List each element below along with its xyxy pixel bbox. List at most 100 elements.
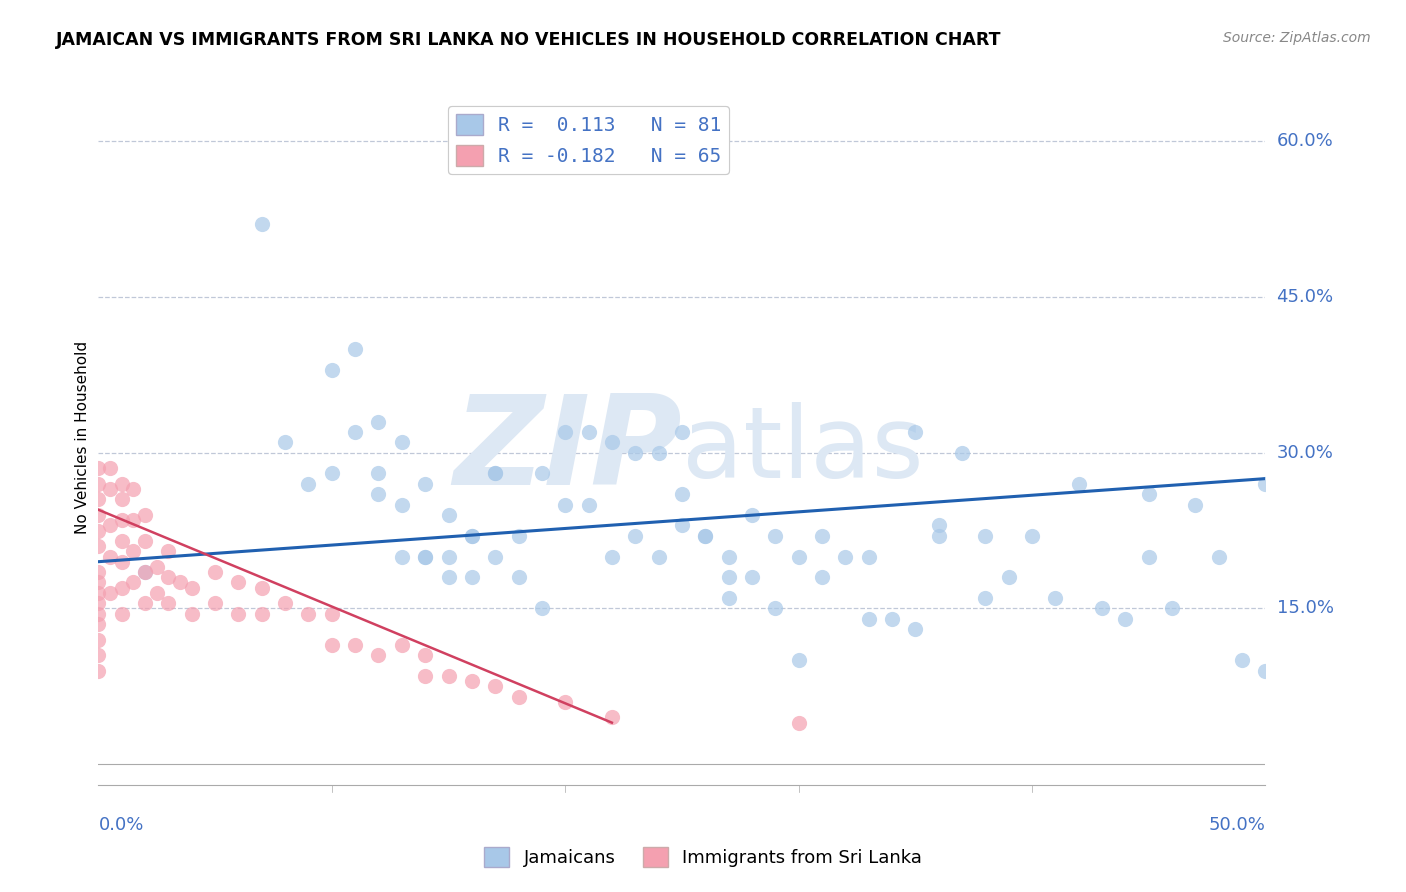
Point	[87, 565, 110, 579]
Point	[204, 596, 226, 610]
Point	[250, 607, 273, 621]
Point	[157, 596, 180, 610]
Point	[508, 570, 530, 584]
Point	[297, 607, 319, 621]
Point	[858, 549, 880, 564]
Point	[87, 586, 110, 600]
Point	[157, 570, 180, 584]
Legend: R =  0.113   N = 81, R = -0.182   N = 65: R = 0.113 N = 81, R = -0.182 N = 65	[447, 106, 730, 174]
Point	[250, 581, 273, 595]
Point	[461, 674, 484, 689]
Point	[695, 529, 717, 543]
Point	[484, 679, 506, 693]
Point	[741, 570, 763, 584]
Legend: Jamaicans, Immigrants from Sri Lanka: Jamaicans, Immigrants from Sri Lanka	[477, 839, 929, 874]
Point	[904, 622, 927, 636]
Point	[274, 596, 297, 610]
Point	[1114, 612, 1136, 626]
Point	[508, 529, 530, 543]
Point	[146, 560, 169, 574]
Point	[554, 498, 576, 512]
Point	[600, 549, 623, 564]
Point	[530, 467, 553, 481]
Point	[87, 461, 110, 475]
Text: 45.0%: 45.0%	[1277, 288, 1334, 306]
Point	[578, 498, 600, 512]
Point	[413, 549, 436, 564]
Point	[904, 425, 927, 439]
Point	[344, 425, 367, 439]
Point	[134, 596, 156, 610]
Point	[344, 342, 367, 356]
Point	[111, 533, 134, 548]
Point	[647, 445, 669, 459]
Point	[928, 529, 950, 543]
Point	[880, 612, 903, 626]
Point	[87, 596, 110, 610]
Point	[811, 570, 834, 584]
Point	[787, 653, 810, 667]
Text: 60.0%: 60.0%	[1277, 132, 1333, 150]
Point	[122, 513, 145, 527]
Point	[1184, 498, 1206, 512]
Point	[111, 555, 134, 569]
Point	[413, 669, 436, 683]
Point	[671, 425, 693, 439]
Point	[950, 445, 973, 459]
Point	[111, 492, 134, 507]
Point	[180, 581, 202, 595]
Text: atlas: atlas	[682, 402, 924, 500]
Point	[344, 638, 367, 652]
Point	[321, 638, 343, 652]
Point	[484, 467, 506, 481]
Point	[741, 508, 763, 522]
Point	[578, 425, 600, 439]
Point	[787, 715, 810, 730]
Point	[87, 539, 110, 553]
Point	[87, 617, 110, 632]
Point	[787, 549, 810, 564]
Point	[134, 533, 156, 548]
Point	[554, 425, 576, 439]
Point	[974, 529, 997, 543]
Text: JAMAICAN VS IMMIGRANTS FROM SRI LANKA NO VEHICLES IN HOUSEHOLD CORRELATION CHART: JAMAICAN VS IMMIGRANTS FROM SRI LANKA NO…	[56, 31, 1001, 49]
Point	[461, 570, 484, 584]
Point	[717, 570, 740, 584]
Point	[122, 575, 145, 590]
Point	[134, 565, 156, 579]
Point	[484, 467, 506, 481]
Point	[228, 575, 250, 590]
Point	[87, 524, 110, 538]
Point	[624, 529, 647, 543]
Point	[204, 565, 226, 579]
Point	[763, 529, 786, 543]
Point	[391, 638, 413, 652]
Point	[134, 565, 156, 579]
Point	[157, 544, 180, 558]
Point	[87, 607, 110, 621]
Point	[858, 612, 880, 626]
Point	[111, 513, 134, 527]
Point	[122, 482, 145, 496]
Point	[367, 487, 389, 501]
Point	[228, 607, 250, 621]
Point	[146, 586, 169, 600]
Text: 15.0%: 15.0%	[1277, 599, 1333, 617]
Point	[530, 601, 553, 615]
Point	[928, 518, 950, 533]
Point	[461, 529, 484, 543]
Point	[437, 549, 460, 564]
Point	[1067, 476, 1090, 491]
Point	[321, 362, 343, 376]
Point	[437, 508, 460, 522]
Point	[671, 487, 693, 501]
Point	[647, 549, 669, 564]
Text: 50.0%: 50.0%	[1209, 816, 1265, 834]
Point	[413, 476, 436, 491]
Point	[391, 435, 413, 450]
Point	[321, 467, 343, 481]
Point	[811, 529, 834, 543]
Point	[671, 518, 693, 533]
Point	[391, 498, 413, 512]
Point	[180, 607, 202, 621]
